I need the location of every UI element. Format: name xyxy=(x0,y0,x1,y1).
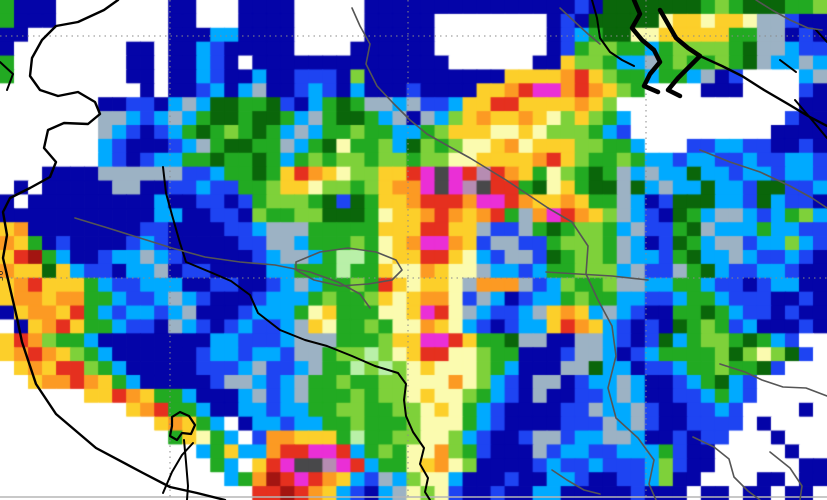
latitude-label: 50 xyxy=(0,269,6,282)
